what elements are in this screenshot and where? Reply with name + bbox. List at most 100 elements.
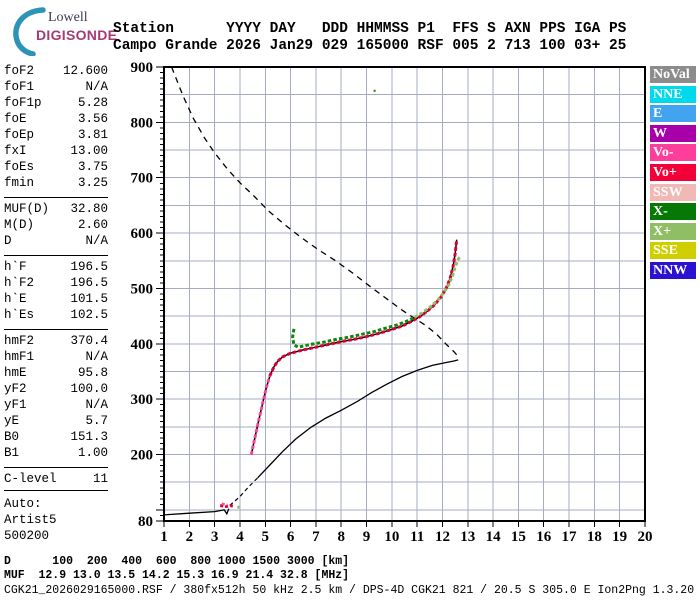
parameter-row-fof2: foF2 12.600 [4, 63, 108, 79]
parameter-label: foF2 [4, 64, 35, 78]
parameter-row-fof1p: foF1p 5.28 [4, 95, 108, 111]
x-axis-label-5: 5 [262, 529, 270, 545]
legend-item-w: W [650, 124, 696, 142]
parameter-value: 3.25 [77, 176, 108, 190]
x-axis-label-18: 18 [587, 529, 602, 545]
parameter-row-hes: h`Es 102.5 [4, 307, 108, 323]
legend-item-vo: Vo- [650, 144, 696, 162]
y-axis-label-400: 400 [131, 337, 154, 353]
series-es-trace-pink [221, 502, 228, 507]
x-axis-label-10: 10 [384, 529, 399, 545]
y-axis-label-900: 900 [131, 60, 154, 76]
parameter-label: hmF1 [4, 350, 35, 364]
autoscaling-line: Auto: [4, 497, 42, 511]
parameter-row-hf2: h`F2 196.5 [4, 275, 108, 291]
parameter-label: hmE [4, 366, 27, 380]
x-axis-label-19: 19 [612, 529, 627, 545]
parameter-value: 3.81 [77, 128, 108, 142]
x-axis-label-15: 15 [511, 529, 526, 545]
parameter-row-ye: yE 5.7 [4, 413, 108, 429]
parameter-label: h`E [4, 292, 27, 306]
parameter-row-mufd: MUF(D) 32.80 [4, 201, 108, 217]
parameter-label: h`Es [4, 308, 35, 322]
parameter-row-fxi: fxI 13.00 [4, 143, 108, 159]
parameter-row-hf: h`F 196.5 [4, 259, 108, 275]
parameter-row-fof1: foF1 N/A [4, 79, 108, 95]
parameter-row-d: D N/A [4, 233, 108, 249]
parameter-value: 151.3 [70, 430, 108, 444]
header-field-names: Station YYYY DAY DDD HHMMSS P1 FFS S AXN… [113, 21, 627, 37]
parameter-label: yF2 [4, 382, 27, 396]
parameter-value: 3.75 [77, 160, 108, 174]
parameter-group: C-level 11 [4, 467, 108, 490]
scaled-parameters-panel: foF2 12.600 foF1 N/A foF1p 5.28 foE 3.56 foEp 3.8… [4, 63, 108, 544]
muf-row: MUF 12.9 13.0 13.5 14.2 15.3 16.9 21.4 3… [4, 569, 350, 582]
legend-item-nne: NNE [650, 85, 696, 103]
lowell-digisonde-logo: Lowell DIGISONDE [4, 4, 117, 56]
y-axis-label-500: 500 [131, 281, 154, 297]
plot-frame [163, 66, 646, 522]
parameter-label: M(D) [4, 218, 35, 232]
parameter-value: 95.8 [77, 366, 108, 380]
parameter-label: h`F [4, 260, 27, 274]
header-field-values: Campo Grande 2026 Jan29 029 165000 RSF 0… [113, 38, 627, 54]
parameter-value: 370.4 [70, 334, 108, 348]
x-axis-label-6: 6 [287, 529, 295, 545]
parameter-value: 102.5 [70, 308, 108, 322]
x-axis-label-3: 3 [211, 529, 219, 545]
series-transmission-curve [170, 66, 459, 358]
x-axis-label-14: 14 [486, 529, 502, 545]
distance-row: D 100 200 400 600 800 1000 1500 3000 [km… [4, 555, 350, 568]
parameter-value: 196.5 [70, 260, 108, 274]
legend-item-ssw: SSW [650, 183, 696, 201]
parameter-row-hmf2: hmF2 370.4 [4, 333, 108, 349]
parameter-row-b1: B1 1.00 [4, 445, 108, 461]
parameter-label: hmF2 [4, 334, 35, 348]
parameter-group: foF2 12.600 foF1 N/A foF1p 5.28 foE 3.56 foEp 3.8… [4, 63, 108, 194]
series-true-height-profile-F [257, 359, 459, 479]
x-axis-label-1: 1 [160, 529, 168, 545]
series-o-trace-upper [268, 239, 459, 377]
parameter-value: 2.60 [77, 218, 108, 232]
parameter-row-md: M(D) 2.60 [4, 217, 108, 233]
parameter-groups: foF2 12.600 foF1 N/A foF1p 5.28 foE 3.56 foEp 3.8… [4, 63, 108, 491]
parameter-label: h`F2 [4, 276, 35, 290]
parameter-label: fxI [4, 144, 27, 158]
legend-item-e: E [650, 105, 696, 123]
parameter-group: h`F 196.5 h`F2 196.5 h`E 101.5 h`Es 102.5 [4, 255, 108, 326]
y-axis-label-700: 700 [131, 171, 154, 187]
series-x-trace-upper [413, 256, 461, 319]
legend-item-nnw: NNW [650, 261, 696, 279]
series-x-trace-plateau [291, 315, 416, 349]
parameter-value: 12.600 [62, 64, 108, 78]
parameter-value: 101.5 [70, 292, 108, 306]
parameter-value: 100.0 [70, 382, 108, 396]
digisonde-arc-icon [13, 7, 46, 56]
parameter-value: 1.00 [77, 446, 108, 460]
parameter-label: C-level [4, 472, 57, 486]
y-axis-label-80: 80 [138, 514, 153, 530]
series-true-height-profile-E [163, 508, 230, 516]
legend-item-sse: SSE [650, 242, 696, 260]
legend-item-x: X- [650, 203, 696, 221]
parameter-value: 13.00 [70, 144, 108, 158]
parameter-label: foF1 [4, 80, 35, 94]
y-axis-label-800: 800 [131, 115, 154, 131]
parameter-row-he: h`E 101.5 [4, 291, 108, 307]
x-axis-label-9: 9 [363, 529, 371, 545]
parameter-value: 196.5 [70, 276, 108, 290]
parameter-label: foF1p [4, 96, 42, 110]
parameter-group: hmF2 370.4 hmF1 N/A hmE 95.8 yF2 100.0 yF1 N/A yE 5… [4, 329, 108, 464]
logo-lowell-text: Lowell [48, 10, 88, 25]
parameter-value: 32.80 [70, 202, 108, 216]
autoscaling-line: Artist5 [4, 513, 57, 527]
parameter-label: yF1 [4, 398, 27, 412]
y-axis-label-600: 600 [131, 226, 154, 242]
x-axis-label-4: 4 [236, 529, 244, 545]
x-axis-label-20: 20 [638, 529, 653, 545]
parameter-row-hme: hmE 95.8 [4, 365, 108, 381]
parameter-row-yf1: yF1 N/A [4, 397, 108, 413]
x-axis-label-7: 7 [312, 529, 320, 545]
